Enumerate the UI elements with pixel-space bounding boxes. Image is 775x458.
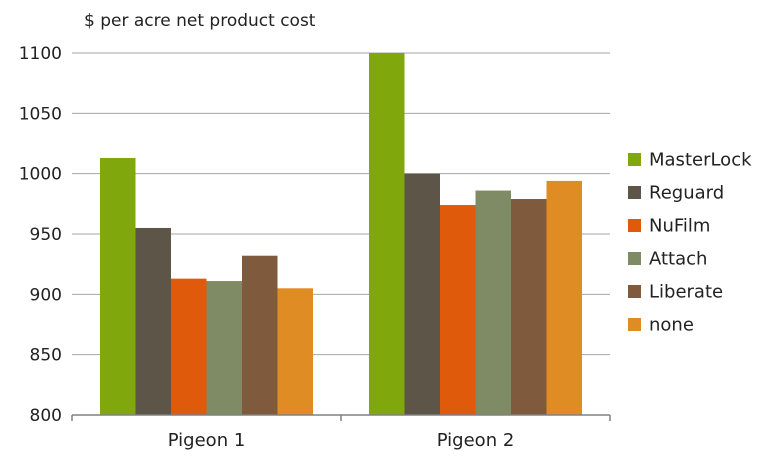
legend-swatch-attach [628,252,641,265]
bar-masterlock-pigeon-2 [369,53,405,415]
bar-nufilm-pigeon-1 [171,278,207,415]
y-tick-label-950: 950 [30,225,62,245]
y-axis-tick-labels: 800 850 900 950 1000 1050 1100 [19,44,62,426]
legend-label-attach: Attach [649,249,707,270]
legend-swatch-masterlock [628,153,641,166]
legend-label-masterlock: MasterLock [649,150,752,171]
bars [100,53,582,416]
bar-liberate-pigeon-2 [511,199,547,415]
bar-attach-pigeon-2 [475,190,511,415]
y-tick-label-1050: 1050 [19,104,62,124]
bar-masterlock-pigeon-1 [100,157,136,416]
y-tick-label-1100: 1100 [19,44,62,64]
bar-liberate-pigeon-1 [242,255,278,415]
bar-nufilm-pigeon-2 [440,205,476,415]
legend-label-nufilm: NuFilm [649,216,710,237]
x-axis [71,414,611,421]
x-axis-category-labels: Pigeon 1 Pigeon 2 [168,430,515,451]
legend-swatch-liberate [628,285,641,298]
legend-label-none: none [649,315,694,336]
bar-reguard-pigeon-2 [404,173,440,415]
x-category-label-pigeon-2: Pigeon 2 [437,430,515,451]
y-tick-label-900: 900 [30,285,62,305]
bar-none-pigeon-1 [277,288,313,415]
y-tick-label-800: 800 [30,406,62,426]
bar-reguard-pigeon-1 [135,227,171,415]
legend-label-reguard: Reguard [649,183,724,204]
y-tick-label-1000: 1000 [19,165,62,185]
legend-label-liberate: Liberate [649,282,723,303]
legend: MasterLock Reguard NuFilm Attach Liberate non… [628,150,752,336]
bar-attach-pigeon-1 [206,281,242,415]
chart-title: $ per acre net product cost [84,11,316,31]
legend-swatch-reguard [628,186,641,199]
legend-swatch-none [628,318,641,331]
y-tick-label-850: 850 [30,346,62,366]
bar-none-pigeon-2 [546,180,582,415]
x-category-label-pigeon-1: Pigeon 1 [168,430,246,451]
legend-swatch-nufilm [628,219,641,232]
